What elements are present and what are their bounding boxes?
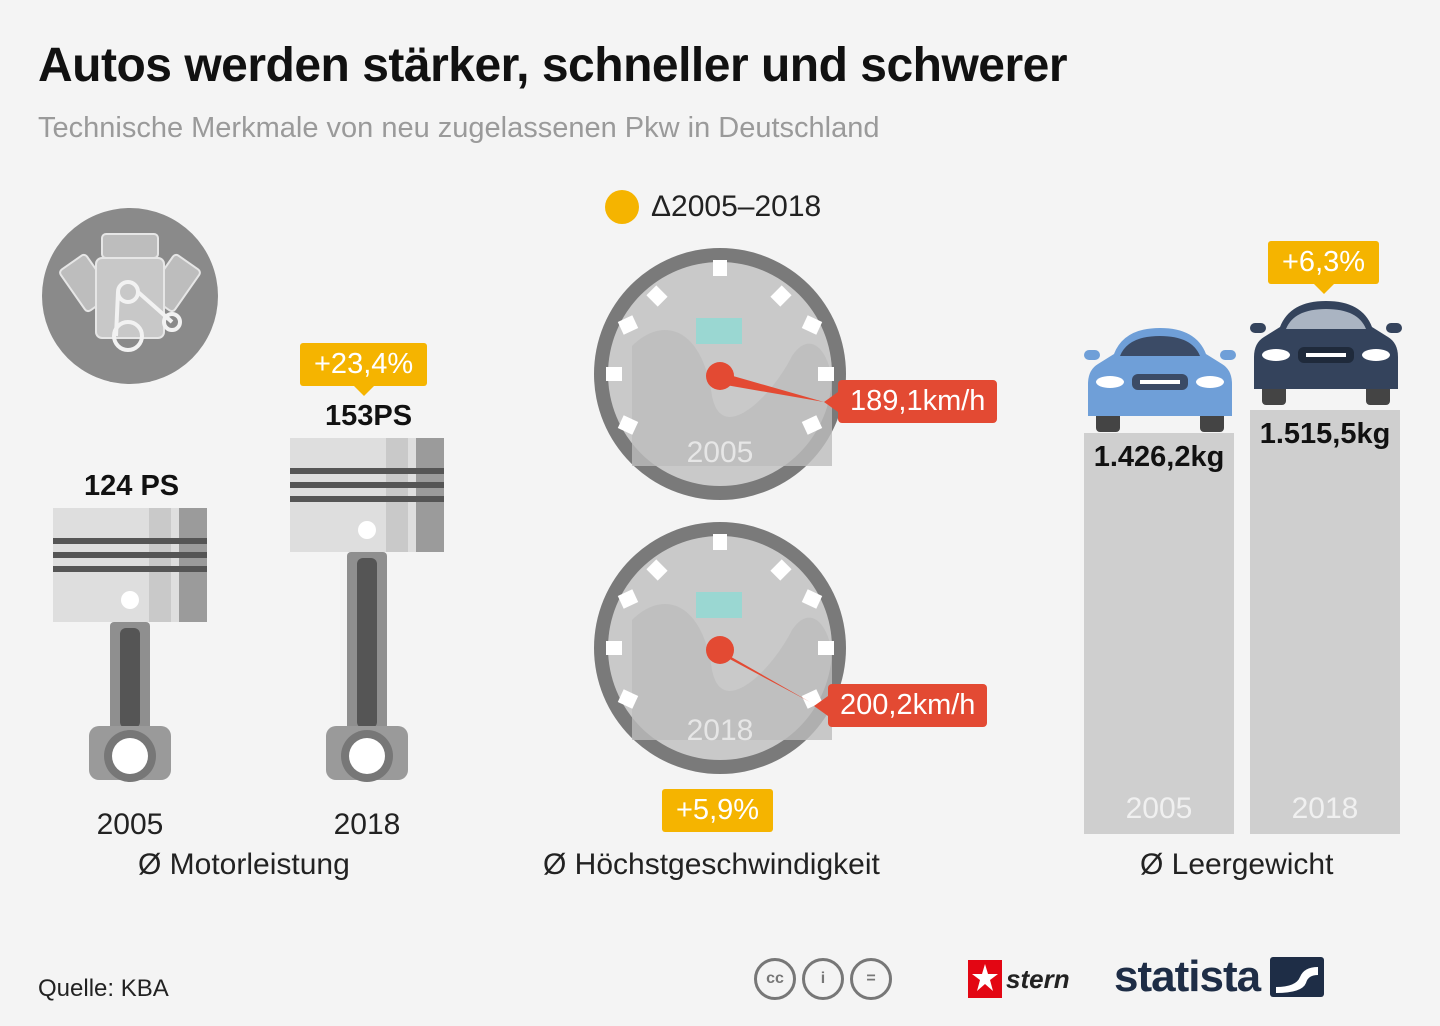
stern-star-icon xyxy=(968,960,1002,998)
cc-license-icons[interactable]: cc i = xyxy=(754,958,892,1000)
legend-label: Δ2005–2018 xyxy=(651,190,822,223)
statista-mark-icon xyxy=(1270,957,1325,997)
engine-icon xyxy=(42,208,218,384)
speed-label-2018: 200,2km/h xyxy=(813,684,988,727)
bar-weight-2005: 2005 xyxy=(1084,433,1234,834)
speedometer-2018 xyxy=(594,522,846,774)
bar-weight-2018: 2018 xyxy=(1250,410,1400,834)
speedometer-2005 xyxy=(594,248,846,500)
piston-2018 xyxy=(290,438,444,782)
piston-2005 xyxy=(53,508,207,782)
speed-label-2005: 189,1km/h xyxy=(823,380,998,423)
change-badge-speed: +5,9% xyxy=(662,789,774,832)
car-2018-icon xyxy=(1250,301,1402,405)
value-label-weight-2005: 1.426,2kg xyxy=(1093,441,1225,474)
chart-subtitle: Technische Merkmale von neu zugelassenen… xyxy=(38,112,880,144)
change-badge-power: +23,4% xyxy=(300,343,428,396)
no-derivatives-icon: = xyxy=(850,958,892,1000)
value-label-weight-2018: 1.515,5kg xyxy=(1259,418,1391,450)
bar-year-2005: 2005 xyxy=(1125,791,1193,825)
car-2005-icon xyxy=(1084,328,1236,432)
legend-dot-icon xyxy=(605,190,639,224)
year-label-power-2018: 2018 xyxy=(333,808,401,841)
caption-power: Ø Motorleistung xyxy=(138,848,350,881)
stern-wordmark: stern xyxy=(1006,963,1070,994)
change-badge-weight: +6,3% xyxy=(1268,241,1380,294)
chart-title: Autos werden stärker, schneller und schw… xyxy=(38,39,1068,92)
source-note: Quelle: KBA xyxy=(38,975,169,1002)
bar-year-2018: 2018 xyxy=(1291,792,1359,825)
cc-icon: cc xyxy=(754,958,796,1000)
value-label-power-2018: 153PS xyxy=(325,400,413,432)
legend: Δ2005–2018 xyxy=(605,190,821,224)
value-label-power-2005: 124 PS xyxy=(84,470,180,502)
gauge-year-2005: 2005 xyxy=(686,436,754,469)
attribution-icon: i xyxy=(802,958,844,1000)
statista-logo[interactable]: statista xyxy=(1114,952,1325,1002)
gauge-year-2018: 2018 xyxy=(686,714,754,747)
year-label-power-2005: 2005 xyxy=(96,808,164,841)
statista-wordmark: statista xyxy=(1114,952,1261,1001)
stern-logo[interactable]: stern xyxy=(968,960,1070,998)
caption-weight: Ø Leergewicht xyxy=(1140,848,1334,881)
caption-speed: Ø Höchstgeschwindigkeit xyxy=(543,848,880,881)
